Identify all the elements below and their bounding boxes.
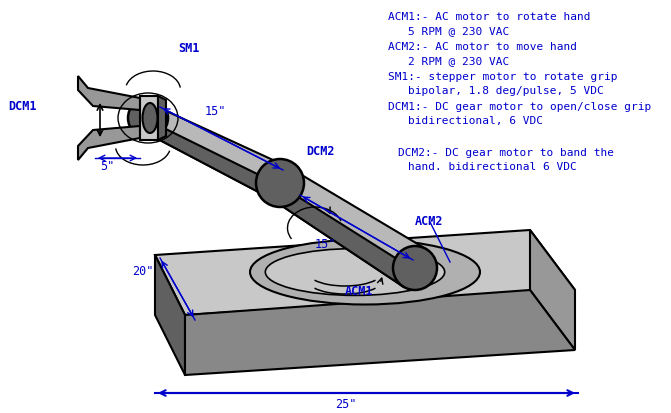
Ellipse shape [250,240,480,304]
Text: ACM2: ACM2 [415,215,444,228]
Polygon shape [140,96,158,140]
Text: bidirectional, 6 VDC: bidirectional, 6 VDC [408,116,543,126]
Polygon shape [142,105,288,199]
Polygon shape [78,76,140,110]
Ellipse shape [256,159,304,207]
Polygon shape [78,126,140,160]
Text: SM1: SM1 [178,42,199,55]
Polygon shape [158,96,166,140]
Text: DCM2:- DC gear motor to band the: DCM2:- DC gear motor to band the [398,148,614,158]
Polygon shape [270,185,414,287]
Ellipse shape [393,246,437,290]
Polygon shape [142,120,279,199]
Polygon shape [185,290,575,375]
Text: ACM1:- AC motor to rotate hand: ACM1:- AC motor to rotate hand [388,12,590,22]
Text: ACM1: ACM1 [345,285,374,298]
Text: DCM1: DCM1 [8,100,36,113]
Text: DCM2: DCM2 [306,145,335,158]
Polygon shape [530,230,575,350]
Polygon shape [155,230,575,315]
Text: 2 RPM @ 230 VAC: 2 RPM @ 230 VAC [408,56,509,66]
Text: 15": 15" [205,105,226,118]
Polygon shape [270,168,427,287]
Text: 15": 15" [315,238,336,251]
Ellipse shape [142,103,158,133]
Text: 5 RPM @ 230 VAC: 5 RPM @ 230 VAC [408,26,509,36]
Text: 25": 25" [335,398,356,411]
Text: ACM2:- AC motor to move hand: ACM2:- AC motor to move hand [388,42,577,52]
Ellipse shape [265,249,445,295]
Text: bipolar, 1.8 deg/pulse, 5 VDC: bipolar, 1.8 deg/pulse, 5 VDC [408,86,604,96]
Polygon shape [155,255,185,375]
Text: 5": 5" [100,160,114,173]
Text: SM1:- stepper motor to rotate grip: SM1:- stepper motor to rotate grip [388,72,617,82]
Text: hand. bidirectional 6 VDC: hand. bidirectional 6 VDC [408,162,577,172]
Text: 20": 20" [132,265,154,278]
Text: DCM1:- DC gear motor to open/close grip: DCM1:- DC gear motor to open/close grip [388,102,652,112]
Ellipse shape [128,98,168,138]
